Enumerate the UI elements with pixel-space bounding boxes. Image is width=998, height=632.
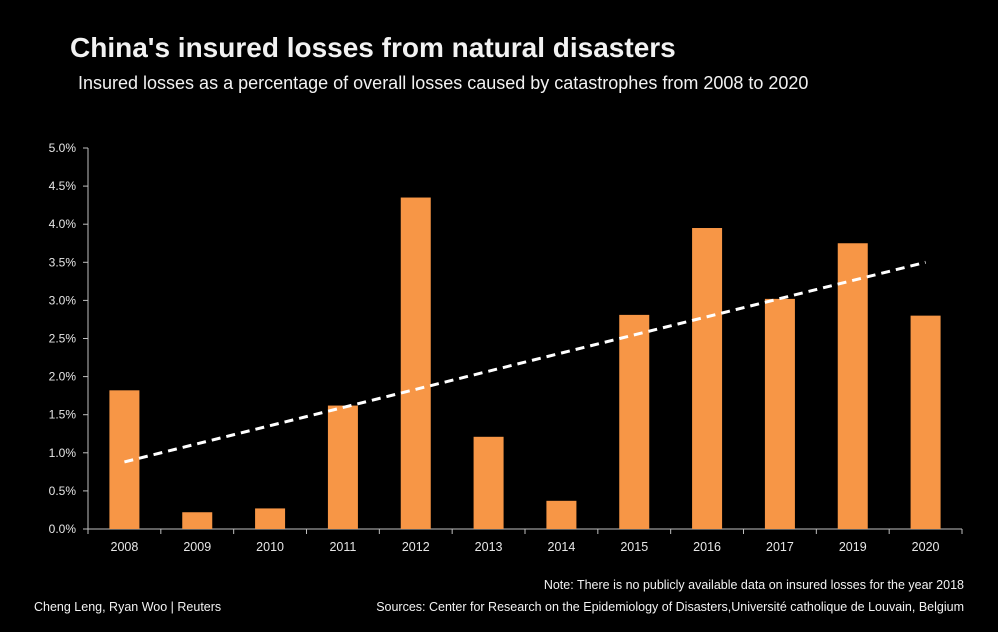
bar-2010 [255,508,286,529]
x-tick-label: 2010 [256,540,284,554]
chart-title: China's insured losses from natural disa… [70,32,676,63]
bar-2017 [764,298,795,529]
y-tick-label: 0.0% [49,522,77,536]
x-tick-label: 2013 [475,540,503,554]
bar-2020 [910,315,941,529]
y-tick-label: 0.5% [49,484,77,498]
bar-2019 [837,243,868,529]
chart-subtitle: Insured losses as a percentage of overal… [78,73,809,93]
bar-2008 [109,390,140,529]
x-tick-label: 2014 [548,540,576,554]
bar-2014 [546,500,577,529]
trend-line [124,260,926,464]
data-note: Note: There is no publicly available dat… [543,578,964,592]
x-tick-label: 2009 [183,540,211,554]
y-tick-label: 2.5% [49,332,77,346]
y-tick-label: 3.5% [49,255,77,269]
x-tick-label: 2017 [766,540,794,554]
bar-2016 [692,228,723,529]
x-tick-label: 2015 [620,540,648,554]
y-tick-label: 1.5% [49,408,77,422]
y-tick-label: 2.0% [49,370,77,384]
bar-2012 [400,197,431,529]
x-tick-label: 2011 [329,540,356,554]
y-tick-label: 4.5% [49,179,77,193]
y-tick-label: 3.0% [49,293,77,307]
x-tick-label: 2016 [693,540,721,554]
bar-2013 [473,436,504,529]
x-tick-label: 2019 [839,540,867,554]
x-tick-label: 2020 [912,540,940,554]
y-tick-label: 5.0% [49,141,77,155]
x-tick-label: 2012 [402,540,430,554]
bar-2009 [182,512,213,529]
bar-2011 [327,405,358,529]
bar-2015 [619,314,650,529]
y-tick-label: 1.0% [49,446,77,460]
author-credit: Cheng Leng, Ryan Woo | Reuters [34,600,222,614]
x-tick-label: 2008 [111,540,139,554]
y-tick-label: 4.0% [49,217,77,231]
source-credit: Sources: Center for Research on the Epid… [376,600,964,614]
